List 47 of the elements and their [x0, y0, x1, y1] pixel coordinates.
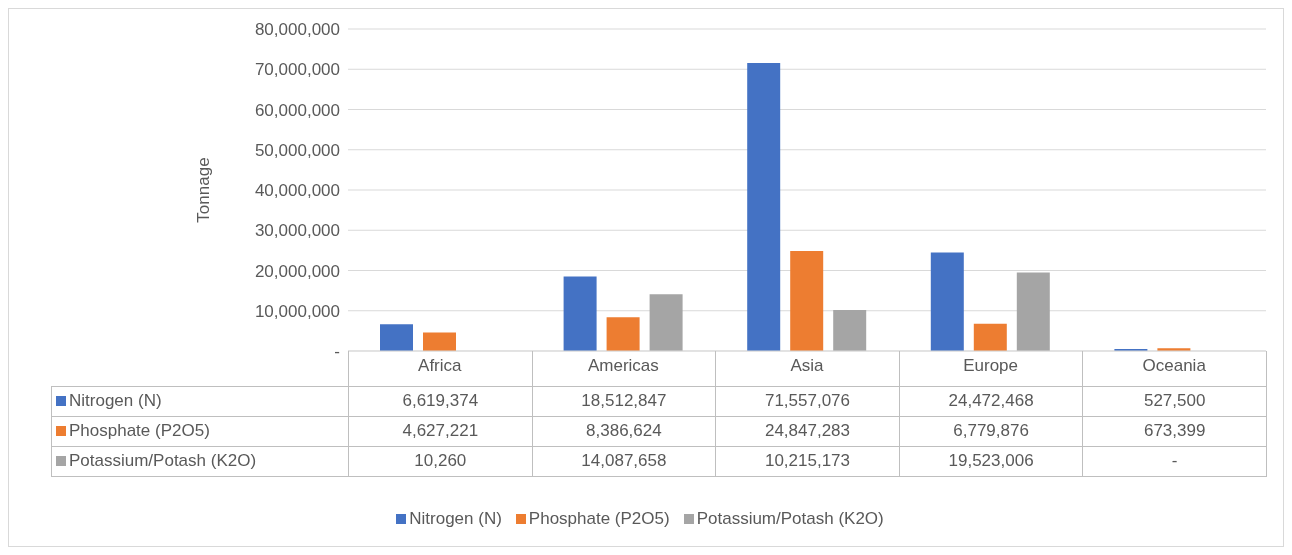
y-tick-label: 20,000,000	[254, 261, 340, 281]
data-label: 24,847,283	[715, 416, 900, 446]
data-label: 18,512,847	[532, 386, 716, 416]
y-tick-label: -	[334, 342, 340, 362]
data-label: 24,472,468	[899, 386, 1083, 416]
y-tick-label: 60,000,000	[254, 100, 340, 120]
bar	[790, 250, 824, 351]
bar	[606, 317, 640, 351]
data-label: 10,260	[348, 446, 533, 476]
x-tick-label: Europe	[963, 356, 1019, 376]
text: Nitrogen (N)	[69, 391, 162, 410]
legend-label: Potassium/Potash (K2O)	[696, 509, 884, 528]
bar	[563, 276, 597, 351]
x-tick-label: Americas	[587, 356, 659, 376]
data-label: 6,779,876	[899, 416, 1083, 446]
x-tick-label: Asia	[790, 356, 825, 376]
x-tick-label: Oceania	[1142, 356, 1207, 376]
bar	[380, 324, 413, 351]
data-label: 673,399	[1082, 416, 1267, 446]
data-label: 14,087,658	[532, 446, 716, 476]
text: Potassium/Potash (K2O)	[69, 451, 257, 470]
bar	[973, 323, 1007, 351]
bar	[833, 309, 867, 351]
bar	[649, 294, 683, 351]
data-label: 6,619,374	[348, 386, 533, 416]
y-tick-label: 50,000,000	[254, 140, 340, 160]
data-label: 8,386,624	[532, 416, 716, 446]
text: -	[1171, 451, 1178, 470]
data-label: 71,557,076	[715, 386, 900, 416]
x-tick-label: Africa	[418, 356, 463, 376]
y-tick-label: 10,000,000	[254, 301, 340, 321]
bar	[747, 62, 781, 351]
y-tick-label: 70,000,000	[254, 60, 340, 80]
bar	[1016, 272, 1050, 351]
bar	[423, 332, 456, 351]
legend-label: Phosphate (P2O5)	[528, 509, 670, 528]
data-label: 527,500	[1082, 386, 1267, 416]
legend-label: Nitrogen (N)	[409, 509, 502, 528]
y-tick-label: 30,000,000	[254, 221, 340, 241]
bar	[930, 252, 964, 351]
y-tick-label: 80,000,000	[254, 20, 340, 40]
data-label: 4,627,221	[348, 416, 533, 446]
y-tick-label: 40,000,000	[254, 181, 340, 201]
data-label: 19,523,006	[899, 446, 1083, 476]
data-label: 10,215,173	[715, 446, 900, 476]
text: Phosphate (P2O5)	[69, 421, 210, 440]
y-axis-title: Tonnage	[194, 157, 214, 223]
